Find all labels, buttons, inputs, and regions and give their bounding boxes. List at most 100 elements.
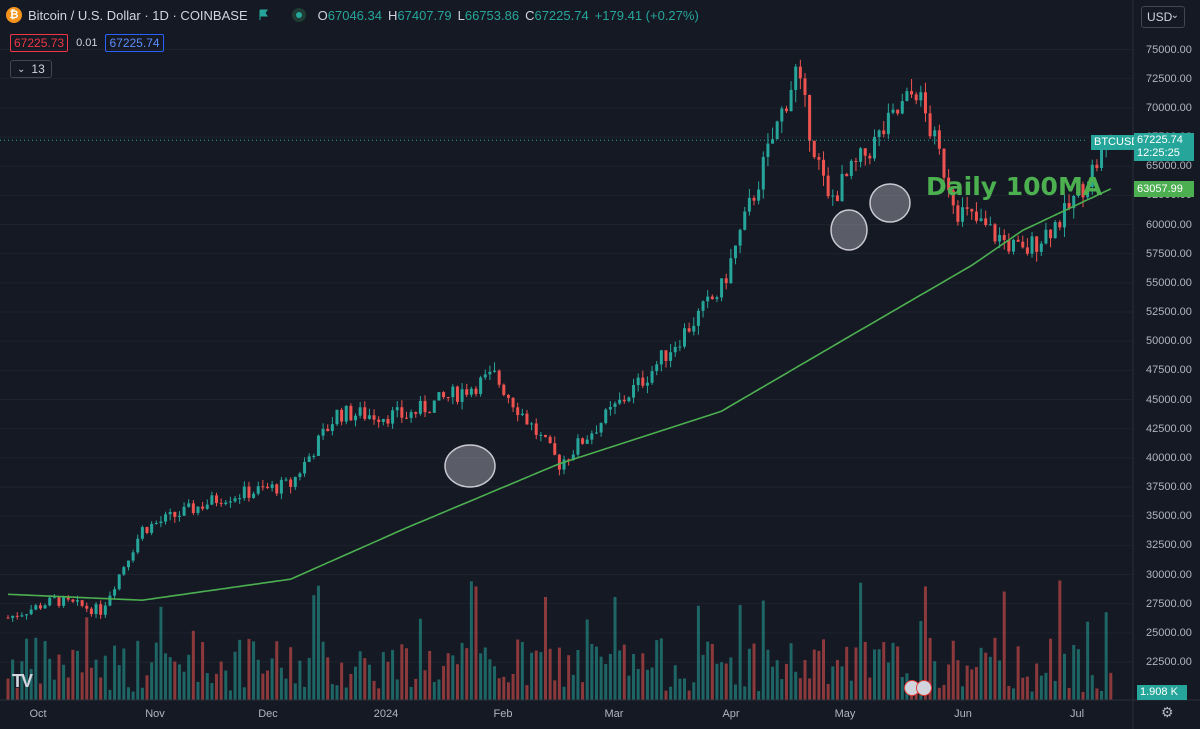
countdown-timer: 12:25:25 (1137, 147, 1180, 159)
flag-icon[interactable] (258, 9, 270, 21)
candle-body (1030, 236, 1034, 254)
time-tick-label: Jul (1069, 708, 1085, 720)
volume-bar (358, 651, 362, 700)
volume-bar (650, 667, 654, 700)
volume-bar (326, 657, 330, 700)
candle-body (984, 218, 988, 226)
sell-button[interactable]: 67225.73 (10, 34, 69, 52)
symbol-title[interactable]: Bitcoin / U.S. Dollar · 1D · COINBASE (28, 7, 248, 23)
open-value: 67046.34 (327, 7, 382, 23)
candle-body (766, 143, 770, 157)
volume-bar (1067, 687, 1071, 700)
volume-bar (177, 664, 181, 700)
candle-body (715, 297, 719, 299)
volume-bar (590, 643, 594, 700)
volume-bar (993, 637, 997, 700)
volume-bar (1002, 591, 1006, 700)
price-tick-label: 45000.00 (1146, 393, 1192, 406)
volume-bar (696, 605, 700, 700)
close-value: 67225.74 (534, 7, 589, 23)
volume-bar (798, 678, 802, 700)
price-tick-label: 47500.00 (1146, 364, 1192, 377)
candle-body (446, 397, 450, 399)
tradingview-logo[interactable]: TV (12, 671, 33, 691)
gear-icon[interactable]: ⚙ (1161, 704, 1174, 720)
volume-bar (506, 682, 510, 700)
price-tick-label: 37500.00 (1146, 481, 1192, 493)
ma-line (7, 188, 1112, 602)
volume-bar (219, 661, 223, 700)
candle-body (386, 418, 390, 424)
price-tick-label: 65000.00 (1146, 160, 1192, 173)
volume-bar (6, 678, 10, 700)
flag-icon[interactable] (916, 680, 932, 696)
candle-body (928, 113, 932, 137)
candle-body (618, 399, 622, 404)
volume-bar (1049, 638, 1053, 700)
volume-bar (150, 662, 154, 700)
volume-bar (1021, 677, 1025, 700)
volume-bar (715, 663, 719, 700)
volume-bar (599, 656, 603, 700)
volume-bar (205, 673, 209, 700)
candle-body (544, 434, 547, 437)
candle-body (585, 439, 589, 444)
volume-bar (483, 647, 487, 700)
volume-layer (6, 580, 1113, 700)
candle-body (696, 310, 700, 326)
volume-bar (794, 671, 798, 700)
candle-body (896, 109, 900, 114)
indicators-toggle[interactable]: ⌄ 13 (10, 60, 52, 78)
candle-body (43, 605, 47, 609)
volume-bar (608, 653, 612, 700)
candle-body (835, 195, 839, 202)
candle-body (451, 386, 455, 398)
volume-bar (581, 682, 585, 700)
candle-body (539, 434, 543, 436)
volume-bar (377, 688, 381, 700)
volume-bar (766, 649, 770, 700)
volume-bar (265, 670, 269, 700)
volume-bar (553, 680, 557, 700)
candle-body (752, 197, 756, 201)
candle-body (321, 428, 325, 436)
candle-body (205, 504, 209, 509)
candle-body (1072, 196, 1076, 209)
candle-body (154, 523, 158, 525)
candle-body (882, 130, 886, 135)
candle-body (354, 415, 358, 421)
volume-bar (886, 662, 890, 700)
buy-button[interactable]: 67225.74 (105, 34, 164, 52)
market-status-indicator[interactable] (291, 8, 306, 22)
price-tick-label: 27500.00 (1146, 597, 1192, 610)
candle-body (233, 498, 237, 502)
volume-bar (530, 652, 534, 700)
highlight-circle-mid-may (869, 183, 911, 223)
candle-body (970, 208, 974, 212)
volume-bar (71, 649, 75, 700)
volume-bar (321, 641, 325, 700)
candle-body (191, 503, 195, 513)
candle-body (270, 484, 274, 489)
us-flag-event-icons[interactable] (904, 680, 932, 696)
candle-body (780, 108, 784, 122)
candle-body (117, 574, 121, 590)
currency-select[interactable]: USD ⌄ (1141, 6, 1185, 28)
candle-body (25, 614, 29, 616)
volume-bar (576, 650, 580, 700)
volume-bar (159, 606, 163, 700)
volume-bar (928, 637, 932, 700)
candle-body (358, 407, 362, 416)
candle-body (530, 423, 534, 425)
spread-value: 0.01 (76, 37, 98, 49)
candle-body (224, 502, 228, 505)
volume-bar (131, 691, 135, 700)
volume-bar (25, 638, 29, 700)
volume-bar (998, 660, 1002, 700)
volume-bar (145, 675, 149, 700)
volume-bar (919, 620, 923, 700)
volume-bar (956, 660, 960, 700)
candle-body (103, 605, 107, 615)
price-tick-label: 22500.00 (1146, 656, 1192, 668)
